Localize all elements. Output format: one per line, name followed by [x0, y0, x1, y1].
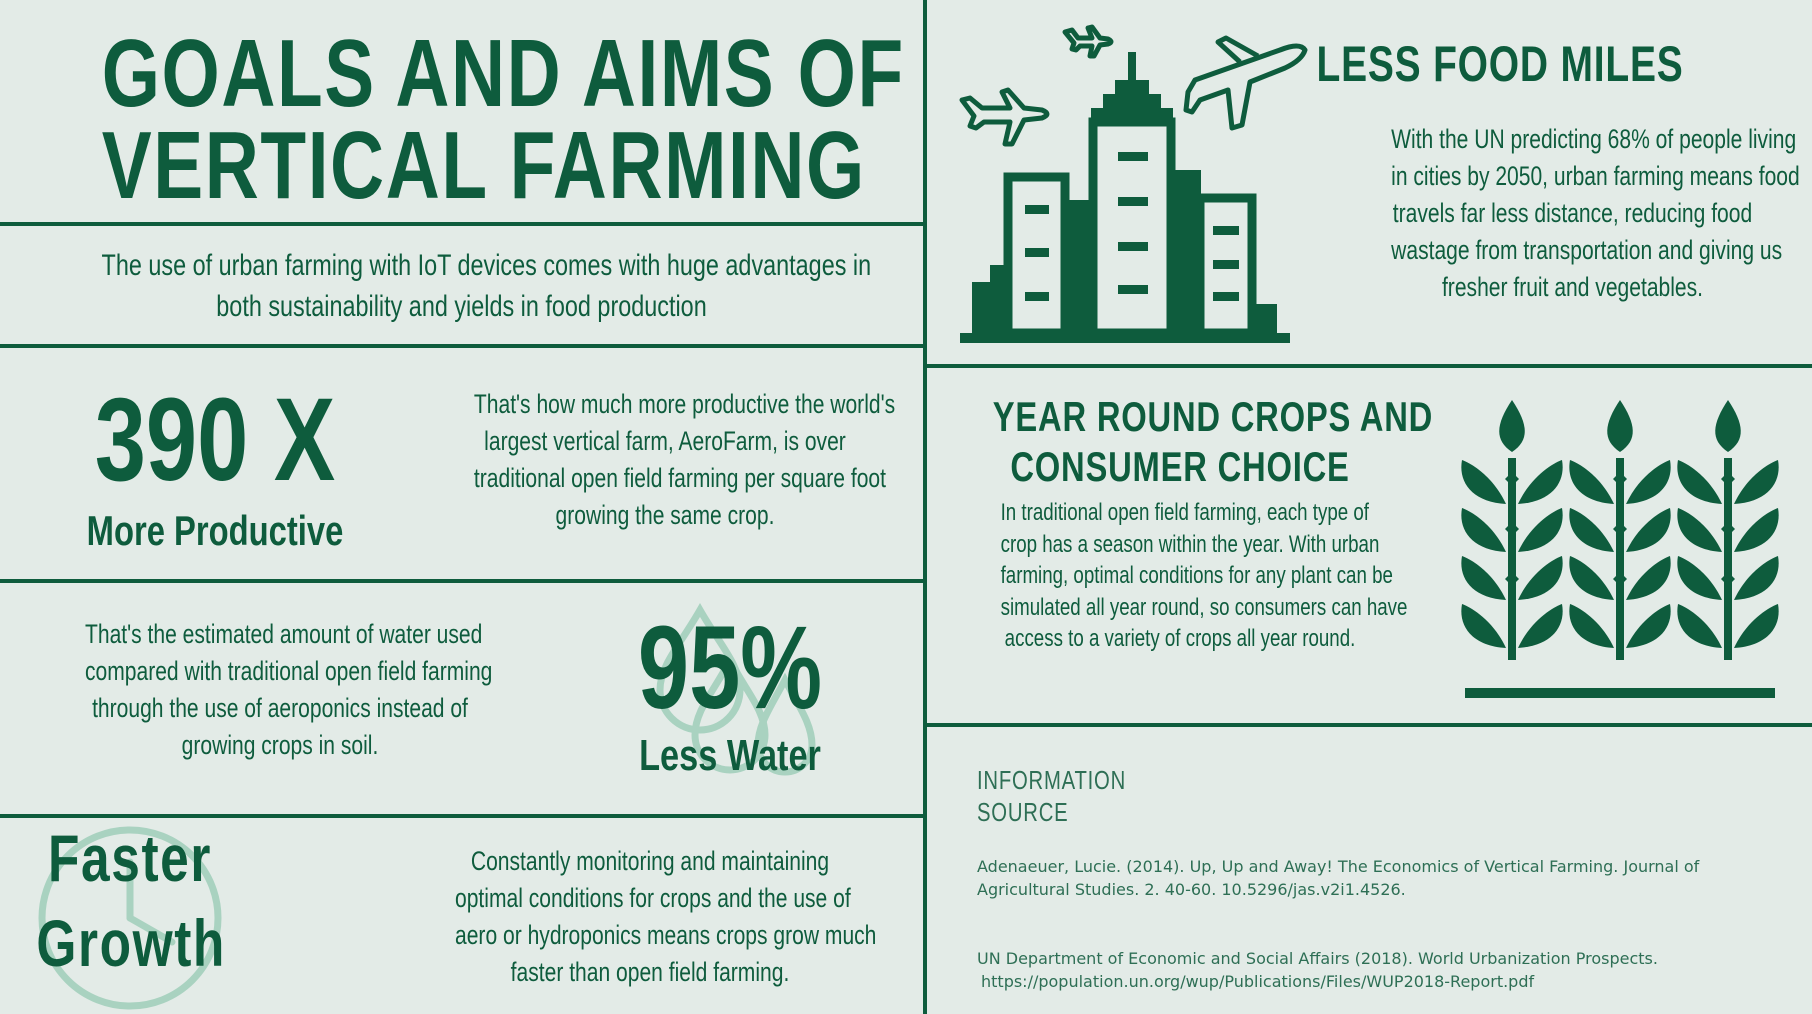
divider-intro [0, 344, 923, 348]
year-round-description: In traditional open field farming, each … [1000, 499, 1408, 652]
center-divider [923, 0, 927, 1014]
productive-number: 390 X [94, 374, 336, 506]
food-miles-description: With the UN predicting 68% of people liv… [1391, 124, 1800, 302]
productive-label: More Productive [86, 507, 344, 554]
divider-water [0, 814, 923, 818]
divider-title [0, 222, 923, 226]
divider-year-round [927, 723, 1812, 727]
intro-text: The use of urban farming with IoT device… [0, 245, 923, 327]
clock-icon [38, 826, 222, 1010]
reference-1: Adenaeuer, Lucie. (2014). Up, Up and Awa… [977, 857, 1700, 899]
productive-description: That's how much more productive the worl… [473, 389, 896, 530]
intro-line-1: The use of urban farming with IoT device… [101, 249, 872, 282]
water-description: That's the estimated amount of water use… [85, 619, 493, 760]
year-round-heading: YEAR ROUND CROPS AND CONSUMER CHOICE [992, 393, 1434, 490]
growth-title: Faster [48, 821, 212, 895]
intro-line-2: both sustainability and yields in food p… [216, 290, 707, 323]
city-buildings-airplanes-icon [959, 24, 1308, 343]
growth-title-2: Growth [36, 906, 226, 980]
divider-food-miles [927, 364, 1812, 368]
water-label: Less Water [639, 731, 821, 780]
water-number: 95% [637, 602, 823, 734]
wheat-crops-icon [1461, 400, 1779, 698]
page-title: GOALS AND AIMS OF VERTICAL FARMING [0, 20, 925, 219]
title-line-2: VERTICAL FARMING [101, 112, 866, 219]
divider-productive [0, 579, 923, 583]
title-line-1: GOALS AND AIMS OF [101, 20, 905, 127]
growth-description: Constantly monitoring and maintaining op… [455, 846, 877, 987]
source-heading: INFORMATION SOURCE [977, 765, 1127, 827]
food-miles-heading: LESS FOOD MILES [1316, 36, 1684, 92]
reference-2: UN Department of Economic and Social Aff… [977, 949, 1658, 991]
water-drops-icon [656, 602, 816, 776]
